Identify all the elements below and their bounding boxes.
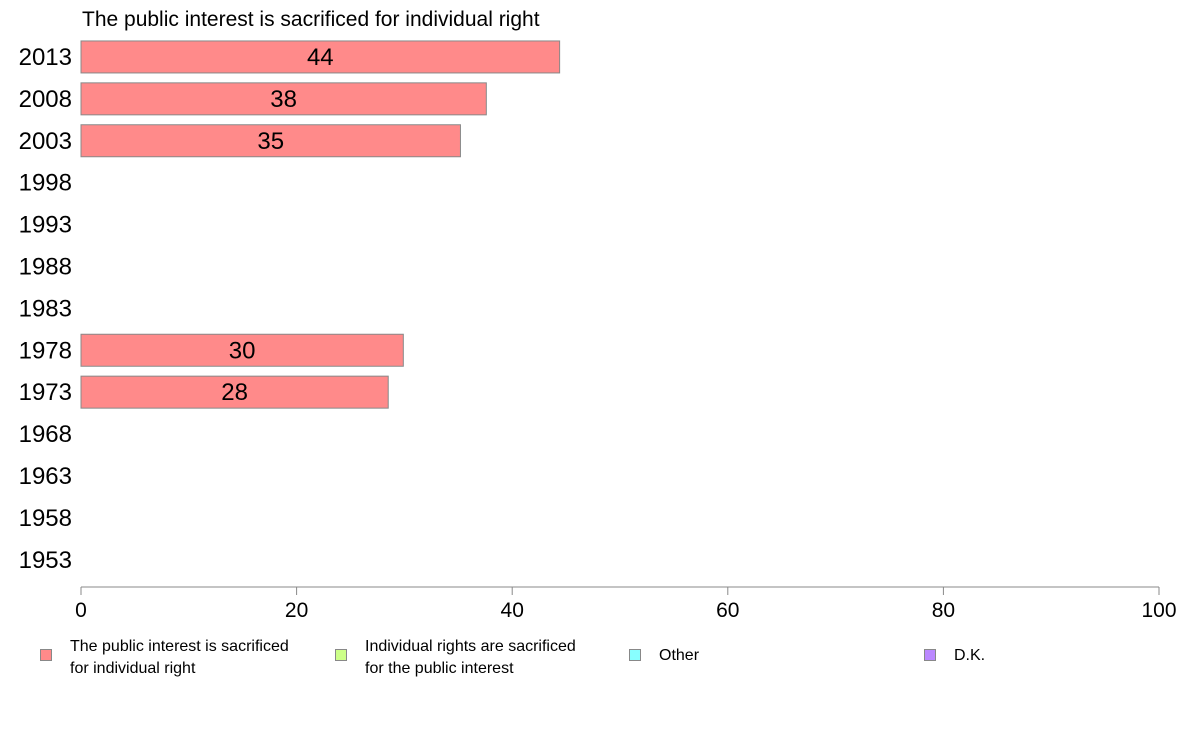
bar-2013 — [80, 40, 561, 74]
data-label-1973: 28 — [221, 379, 248, 406]
chart-title: The public interest is sacrificed for in… — [82, 8, 540, 31]
y-tick-label-1993: 1993 — [19, 212, 72, 239]
legend-item-dk: D.K. — [924, 636, 1188, 667]
bars-layer: 44 38 35 30 28 — [80, 40, 561, 409]
data-label-1978: 30 — [229, 337, 256, 364]
legend-swatch-public-interest — [40, 649, 52, 661]
x-tick-label-0: 0 — [75, 599, 87, 622]
y-tick-label-1978: 1978 — [19, 337, 72, 364]
y-tick-label-1983: 1983 — [19, 295, 72, 322]
y-axis-labels: 2013 2008 2003 1998 1993 1988 1983 1978 1973 1968… — [19, 44, 72, 574]
bar-1978 — [80, 333, 404, 367]
y-tick-label-1963: 1963 — [19, 463, 72, 490]
legend-label-individual-rights: Individual rights are sacrificed for the… — [365, 638, 576, 677]
bar-1973 — [80, 375, 389, 409]
y-tick-label-1988: 1988 — [19, 253, 72, 280]
data-label-2003: 35 — [257, 128, 284, 155]
legend-item-other: Other — [629, 636, 929, 667]
bar-2008 — [80, 82, 487, 116]
legend-label-other: Other — [659, 647, 700, 664]
legend: The public interest is sacrificed for in… — [0, 636, 1188, 696]
data-label-2013: 44 — [307, 44, 334, 71]
legend-swatch-dk — [924, 649, 936, 661]
x-tick-label-60: 60 — [716, 599, 739, 622]
legend-swatch-other — [629, 649, 641, 661]
x-tick-label-20: 20 — [285, 599, 308, 622]
legend-item-public-interest: The public interest is sacrificed for in… — [40, 636, 340, 680]
legend-item-individual-rights: Individual rights are sacrificed for the… — [335, 636, 635, 680]
y-tick-label-1998: 1998 — [19, 170, 72, 197]
x-axis: 0 20 40 60 80 100 — [75, 586, 1177, 622]
y-tick-label-1953: 1953 — [19, 547, 72, 574]
y-tick-label-2013: 2013 — [19, 44, 72, 71]
x-tick-label-80: 80 — [932, 599, 955, 622]
y-tick-label-2008: 2008 — [19, 86, 72, 113]
bar-2003 — [80, 124, 461, 158]
y-tick-label-1973: 1973 — [19, 379, 72, 406]
x-tick-label-40: 40 — [501, 599, 524, 622]
data-label-2008: 38 — [270, 86, 297, 113]
legend-swatch-individual-rights — [335, 649, 347, 661]
legend-label-public-interest: The public interest is sacrificed for in… — [70, 638, 289, 677]
legend-label-dk: D.K. — [954, 647, 986, 664]
y-tick-label-2003: 2003 — [19, 128, 72, 155]
x-tick-label-100: 100 — [1141, 599, 1176, 622]
y-tick-label-1968: 1968 — [19, 421, 72, 448]
y-tick-label-1958: 1958 — [19, 505, 72, 532]
